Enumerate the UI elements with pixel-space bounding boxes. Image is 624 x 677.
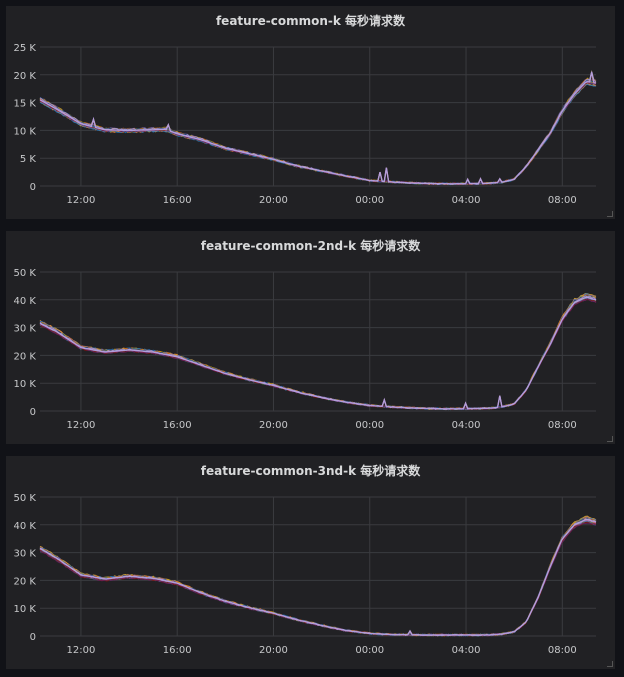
x-tick-label: 00:00 [355,420,384,431]
y-tick-label: 40 K [14,296,37,307]
y-tick-label: 5 K [20,154,37,165]
x-tick-label: 12:00 [67,195,96,206]
x-tick-label: 20:00 [259,195,288,206]
panel-title[interactable]: feature-common-3nd-k 每秒请求数 [200,464,421,478]
x-tick-label: 04:00 [452,645,481,656]
x-tick-label: 08:00 [548,645,577,656]
x-tick-label: 08:00 [548,420,577,431]
panel-title[interactable]: feature-common-k 每秒请求数 [215,14,406,28]
y-tick-label: 0 [30,407,36,418]
y-tick-label: 20 K [14,576,37,587]
series-line [39,521,597,637]
x-tick-label: 04:00 [452,420,481,431]
x-tick-label: 12:00 [67,645,96,656]
y-tick-label: 50 K [14,493,37,504]
chart-panel-3[interactable]: feature-common-3nd-k 每秒请求数 0 10 K 20 K 30 K… [6,456,615,669]
series-line [39,295,597,411]
y-tick-label: 10 K [14,604,37,615]
chart-panel-2[interactable]: feature-common-2nd-k 每秒请求数 0 10 K 20 K 30 K… [6,231,615,444]
series-line [39,298,597,411]
series-line [39,298,597,410]
y-tick-label: 30 K [14,324,37,335]
resize-handle-icon[interactable] [607,436,613,442]
line-chart: 0 5 K 10 K 15 K 20 K 25 K 12:00 16:00 20:00 00:00… [14,43,597,206]
y-tick-label: 0 [30,182,36,193]
y-tick-label: 30 K [14,549,37,560]
x-tick-label: 08:00 [548,195,577,206]
line-chart: 0 10 K 20 K 30 K 40 K 50 K 12:00 16:00 20:00 00:0… [14,493,597,656]
y-tick-label: 50 K [14,268,37,279]
series-line-main [39,518,597,636]
series-line-main [39,71,597,185]
panel-title[interactable]: feature-common-2nd-k 每秒请求数 [200,239,421,253]
x-tick-label: 16:00 [163,420,192,431]
series-line-main [39,296,597,410]
x-tick-label: 12:00 [67,420,96,431]
line-chart: 0 10 K 20 K 30 K 40 K 50 K 12:00 16:00 20:00 00:0… [14,268,597,431]
resize-handle-icon[interactable] [607,661,613,667]
x-tick-label: 00:00 [355,645,384,656]
x-tick-label: 16:00 [163,195,192,206]
y-tick-label: 15 K [14,99,37,110]
y-tick-label: 10 K [14,379,37,390]
y-tick-label: 40 K [14,521,37,532]
series-line [39,296,597,411]
y-tick-label: 20 K [14,351,37,362]
series-line [39,297,597,410]
x-tick-label: 20:00 [259,420,288,431]
x-tick-label: 00:00 [355,195,384,206]
series-line [39,297,597,411]
x-tick-label: 04:00 [452,195,481,206]
y-tick-label: 0 [30,632,36,643]
x-tick-label: 20:00 [259,645,288,656]
series-line [39,297,597,411]
resize-handle-icon[interactable] [607,211,613,217]
x-tick-label: 16:00 [163,645,192,656]
y-tick-label: 20 K [14,71,37,82]
chart-panel-1[interactable]: feature-common-k 每秒请求数 0 5 K 10 K 15 K 20 K 2… [6,6,615,219]
series-line [39,297,597,411]
series-line [39,296,597,411]
y-tick-label: 10 K [14,126,37,137]
y-tick-label: 25 K [14,43,37,54]
